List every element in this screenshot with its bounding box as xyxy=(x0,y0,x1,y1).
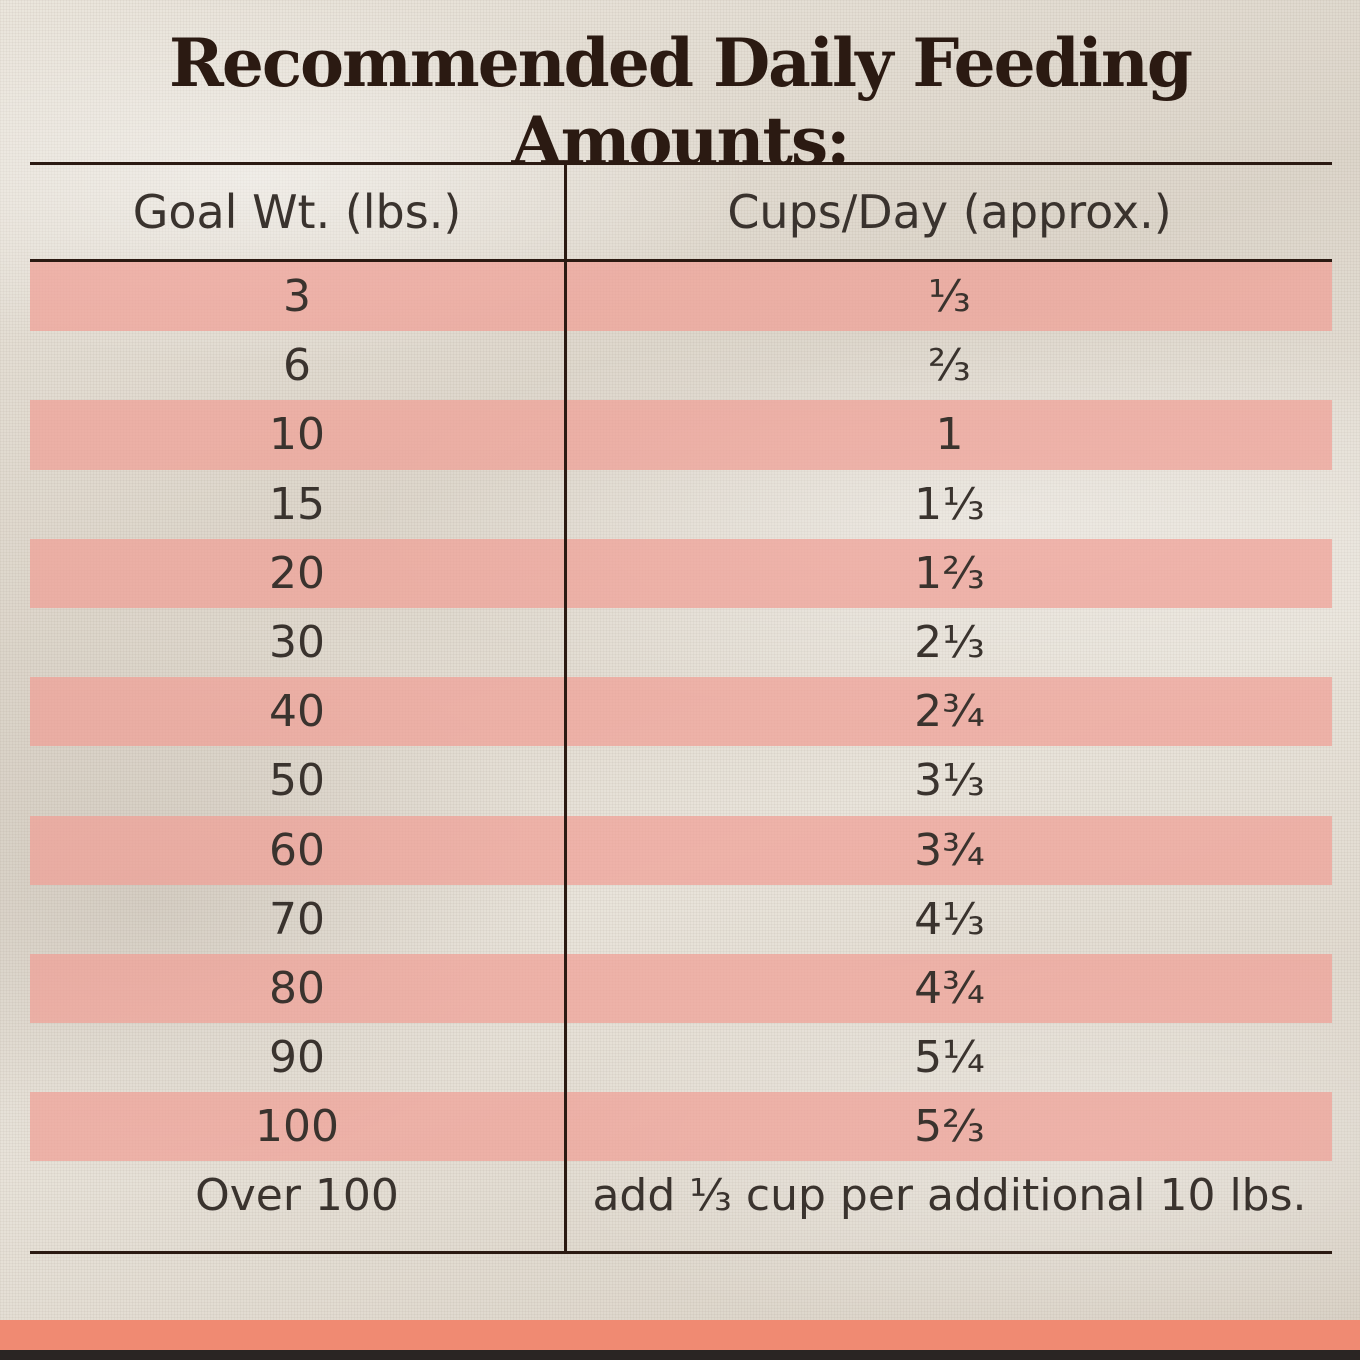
weight-cell: 40 xyxy=(269,686,325,738)
table-row: 10 1 xyxy=(30,400,1332,470)
cups-cell: 3⅓ xyxy=(914,755,985,807)
table-body: 3 ⅓ 6 ⅔ 10 1 15 1⅓ 20 1⅔ 30 2⅓ 40 2¾ 50 xyxy=(30,262,1332,1231)
weight-cell: 70 xyxy=(269,893,325,945)
footer-accent-band xyxy=(0,1320,1360,1350)
table-row: 30 2⅓ xyxy=(30,608,1332,677)
weight-cell: 20 xyxy=(269,547,325,599)
table-row: 20 1⅔ xyxy=(30,538,1332,608)
table-header-row: Goal Wt. (lbs.) Cups/Day (approx.) xyxy=(30,165,1332,259)
header-cups-per-day: Cups/Day (approx.) xyxy=(727,185,1172,239)
table-row: 15 1⅓ xyxy=(30,470,1332,539)
weight-cell: 50 xyxy=(269,755,325,807)
table-top-rule xyxy=(30,162,1332,165)
weight-cell: 60 xyxy=(269,824,325,876)
cups-cell: 1⅔ xyxy=(914,547,985,599)
table-row: 70 4⅓ xyxy=(30,885,1332,954)
cups-cell: 1 xyxy=(935,409,964,461)
cups-cell: 5⅔ xyxy=(914,1101,985,1153)
table-row: 90 5¼ xyxy=(30,1023,1332,1092)
weight-cell: 15 xyxy=(269,478,325,530)
table-row: 40 2¾ xyxy=(30,677,1332,747)
table-row: 100 5⅔ xyxy=(30,1092,1332,1162)
cups-cell: 5¼ xyxy=(914,1032,985,1084)
weight-cell: 100 xyxy=(255,1101,339,1153)
table-row: Over 100 add ⅓ cup per additional 10 lbs… xyxy=(30,1161,1332,1230)
table-bottom-rule xyxy=(30,1251,1332,1254)
weight-cell: 30 xyxy=(269,616,325,668)
table-row: 60 3¾ xyxy=(30,815,1332,885)
cups-cell: 3¾ xyxy=(914,824,985,876)
weight-cell: 90 xyxy=(269,1032,325,1084)
table-row: 80 4¾ xyxy=(30,953,1332,1024)
page-title: Recommended Daily Feeding Amounts: xyxy=(168,24,1193,180)
header-goal-weight: Goal Wt. (lbs.) xyxy=(132,185,462,239)
cups-cell: 4¾ xyxy=(914,962,985,1014)
cups-cell: 4⅓ xyxy=(914,893,985,945)
weight-cell: 80 xyxy=(269,962,325,1014)
table-header-rule xyxy=(30,259,1332,262)
cups-cell: ⅔ xyxy=(928,340,971,392)
table-row: 50 3⅓ xyxy=(30,746,1332,815)
cups-cell: 1⅓ xyxy=(914,478,985,530)
weight-cell: 10 xyxy=(269,409,325,461)
footer-dark-strip xyxy=(0,1350,1360,1360)
cups-cell: ⅓ xyxy=(928,271,971,322)
table-row: 3 ⅓ xyxy=(30,262,1332,332)
feeding-table: Goal Wt. (lbs.) Cups/Day (approx.) 3 ⅓ 6… xyxy=(30,162,1332,1254)
weight-cell: Over 100 xyxy=(195,1170,399,1222)
cups-cell: add ⅓ cup per additional 10 lbs. xyxy=(592,1170,1307,1222)
weight-cell: 6 xyxy=(283,340,311,392)
weight-cell: 3 xyxy=(283,271,311,322)
cups-cell: 2⅓ xyxy=(914,616,985,668)
column-divider xyxy=(564,162,567,1254)
cups-cell: 2¾ xyxy=(914,686,985,738)
table-row: 6 ⅔ xyxy=(30,331,1332,400)
